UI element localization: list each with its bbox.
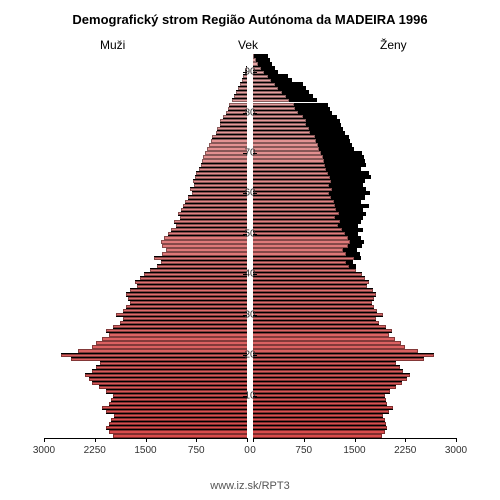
x-tick-label: 3000	[445, 445, 467, 456]
x-tick-label: 1500	[343, 445, 365, 456]
label-women: Ženy	[380, 38, 407, 52]
bars-women	[250, 54, 456, 438]
bars-men	[44, 54, 250, 438]
x-tick-label: 0	[250, 445, 256, 456]
x-tick-label: 1500	[134, 445, 156, 456]
x-tick-label: 750	[188, 445, 205, 456]
pyramid-chart: Demografický strom Região Autónoma da MA…	[0, 0, 500, 500]
plot-area: 1020304050607080900075075015001500225022…	[44, 54, 456, 438]
x-tick-label: 3000	[33, 445, 55, 456]
label-age: Vek	[238, 38, 258, 52]
x-tick-label: 750	[295, 445, 312, 456]
footer-url: www.iz.sk/RPT3	[0, 480, 500, 492]
x-tick-label: 2250	[84, 445, 106, 456]
chart-title: Demografický strom Região Autónoma da MA…	[0, 12, 500, 27]
x-tick-label: 2250	[394, 445, 416, 456]
label-men: Muži	[100, 38, 125, 52]
x-tick-label: 0	[244, 445, 250, 456]
